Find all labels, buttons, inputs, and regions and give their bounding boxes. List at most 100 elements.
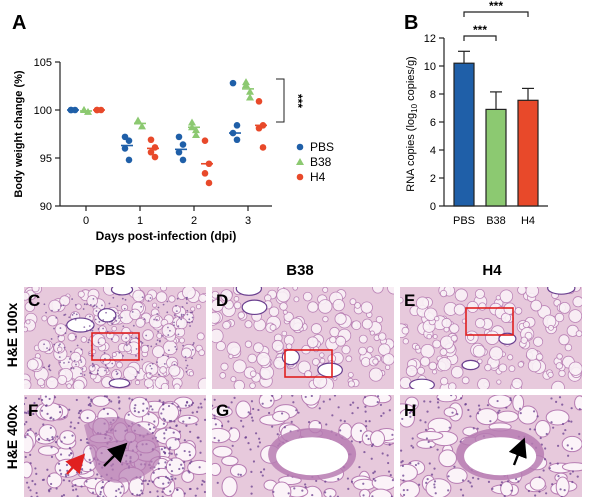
panel-a-point-b38 bbox=[80, 106, 88, 113]
nucleus bbox=[89, 404, 92, 407]
alveolus bbox=[400, 408, 415, 428]
alveolus bbox=[466, 300, 479, 313]
panel-a-point-b38 bbox=[80, 106, 88, 113]
alveolus bbox=[212, 328, 224, 344]
nucleus bbox=[227, 406, 230, 409]
nucleus bbox=[48, 439, 51, 442]
nucleus bbox=[509, 397, 512, 400]
panel-a-y-tick-label: 95 bbox=[40, 153, 52, 165]
alveolus bbox=[159, 366, 167, 374]
nucleus bbox=[169, 426, 172, 429]
nucleus bbox=[176, 297, 179, 300]
nucleus bbox=[426, 410, 429, 413]
nucleus bbox=[88, 458, 91, 462]
nucleus bbox=[108, 358, 111, 361]
alveolus bbox=[86, 295, 98, 307]
panel-b-y-tick-label: 12 bbox=[424, 33, 436, 45]
nucleus bbox=[36, 495, 39, 497]
nucleus bbox=[563, 488, 566, 492]
alveolus bbox=[31, 287, 40, 293]
alveolus bbox=[319, 352, 325, 358]
nucleus bbox=[117, 315, 120, 317]
alveolus bbox=[517, 287, 527, 295]
nucleus bbox=[63, 415, 66, 419]
nucleus bbox=[391, 433, 394, 436]
nucleus bbox=[543, 458, 547, 461]
panel-b-y-tick-label: 4 bbox=[430, 145, 436, 157]
alveolus bbox=[474, 318, 486, 329]
nucleus bbox=[106, 330, 109, 333]
nucleus bbox=[137, 411, 140, 414]
nucleus bbox=[25, 411, 28, 415]
panel-a-point-h4 bbox=[259, 122, 267, 129]
panel-b-significance-label: *** bbox=[473, 23, 487, 37]
nucleus bbox=[429, 445, 432, 449]
nucleus bbox=[92, 297, 95, 300]
nucleus bbox=[194, 494, 197, 497]
panel-a-point-pbs bbox=[125, 156, 133, 164]
panel-a-point-h4 bbox=[255, 98, 263, 105]
nucleus bbox=[95, 305, 98, 308]
tissue-texture bbox=[400, 287, 582, 389]
nucleus bbox=[213, 417, 216, 420]
alveolus bbox=[97, 337, 106, 346]
nucleus bbox=[271, 395, 274, 397]
nucleus bbox=[147, 299, 150, 302]
panel-a-point-h4 bbox=[259, 144, 267, 151]
panel-b-significance-label: *** bbox=[489, 0, 503, 13]
nucleus bbox=[49, 426, 52, 430]
alveolus bbox=[527, 358, 542, 373]
nucleus bbox=[43, 303, 46, 306]
alveolus bbox=[181, 347, 192, 359]
nucleus bbox=[322, 400, 325, 403]
nucleus bbox=[179, 409, 182, 412]
nucleus bbox=[101, 304, 103, 307]
alveolus bbox=[212, 445, 233, 458]
nucleus bbox=[111, 322, 114, 325]
nucleus bbox=[304, 485, 307, 489]
nucleus bbox=[120, 316, 123, 319]
nucleus bbox=[436, 448, 439, 451]
alveolus bbox=[306, 336, 319, 349]
nucleus bbox=[343, 420, 346, 423]
nucleus bbox=[185, 367, 188, 369]
nucleus bbox=[567, 454, 570, 457]
nucleus bbox=[136, 370, 139, 373]
nucleus bbox=[51, 436, 54, 439]
nucleus bbox=[78, 416, 81, 419]
nucleus bbox=[199, 451, 202, 454]
nucleus bbox=[365, 425, 368, 428]
alveolus bbox=[59, 295, 71, 307]
nucleus bbox=[188, 454, 192, 457]
alveolus bbox=[244, 320, 253, 329]
alveolus bbox=[41, 315, 48, 322]
panel-a-point-pbs bbox=[175, 148, 183, 156]
alveolus bbox=[382, 353, 394, 366]
alveolus bbox=[556, 353, 563, 360]
nucleus bbox=[372, 471, 375, 475]
alveolus bbox=[235, 400, 252, 419]
nucleus bbox=[149, 365, 152, 367]
nucleus bbox=[81, 367, 84, 370]
nucleus bbox=[391, 479, 394, 482]
nucleus bbox=[166, 300, 169, 303]
nucleus bbox=[177, 437, 180, 441]
airway bbox=[108, 378, 131, 389]
alveolus bbox=[499, 289, 514, 304]
alveolus bbox=[547, 371, 554, 378]
nucleus bbox=[50, 446, 53, 449]
nucleus bbox=[570, 407, 573, 410]
nucleus bbox=[191, 316, 194, 319]
nucleus bbox=[162, 487, 165, 490]
nucleus bbox=[559, 488, 562, 491]
alveolus bbox=[551, 380, 565, 389]
alveolus bbox=[281, 330, 288, 337]
alveolus bbox=[269, 324, 277, 331]
nucleus bbox=[402, 489, 405, 492]
nucleus bbox=[59, 327, 62, 329]
nucleus bbox=[140, 305, 143, 308]
nucleus bbox=[173, 420, 176, 423]
nucleus bbox=[250, 492, 253, 495]
alveolus bbox=[450, 334, 458, 342]
nucleus bbox=[60, 440, 63, 443]
